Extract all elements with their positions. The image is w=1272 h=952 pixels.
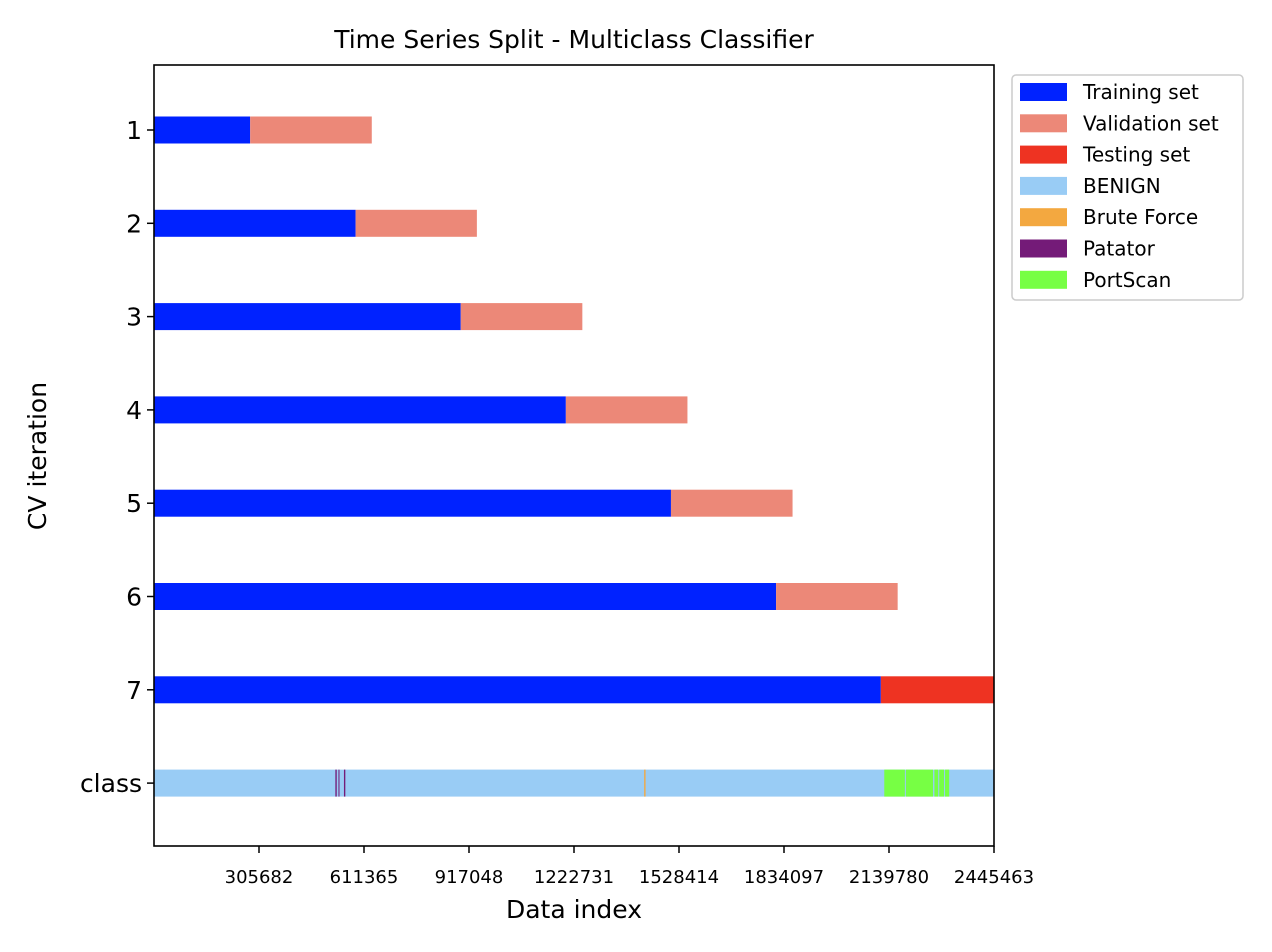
bar-segment-4-training-set-0 bbox=[154, 396, 566, 424]
ytick-label-7: 7 bbox=[126, 676, 142, 705]
legend-swatch-testing-set bbox=[1020, 145, 1067, 164]
legend-swatch-brute-force bbox=[1020, 208, 1067, 227]
bar-segment-7-training-set-0 bbox=[154, 676, 881, 704]
bar-segment-class-patator-3 bbox=[343, 769, 346, 797]
bar-segment-class-portscan-8 bbox=[939, 769, 945, 797]
xtick-label-5: 1834097 bbox=[744, 867, 824, 888]
legend-label-patator: Patator bbox=[1083, 237, 1156, 261]
bar-segment-6-validation-set-1 bbox=[776, 583, 898, 610]
legend-label-benign: BENIGN bbox=[1083, 174, 1161, 198]
ytick-label-5: 5 bbox=[126, 489, 142, 518]
ytick-label-2: 2 bbox=[126, 209, 142, 238]
chart-title: Time Series Split - Multiclass Classifie… bbox=[333, 25, 814, 54]
xtick-label-1: 611365 bbox=[330, 867, 399, 888]
legend-label-testing-set: Testing set bbox=[1082, 143, 1190, 167]
legend-swatch-validation-set bbox=[1020, 114, 1067, 133]
bar-segment-class-portscan-5 bbox=[884, 769, 905, 797]
legend-label-training-set: Training set bbox=[1082, 80, 1199, 104]
bar-segment-5-validation-set-1 bbox=[670, 489, 793, 517]
ytick-label-class: class bbox=[80, 769, 142, 798]
xtick-label-3: 1222731 bbox=[534, 867, 614, 888]
bar-segment-3-training-set-0 bbox=[154, 303, 461, 331]
legend-frame bbox=[1011, 74, 1244, 301]
y-axis-label: CV iteration bbox=[23, 382, 52, 530]
plot-frame bbox=[153, 64, 995, 847]
xtick-label-4: 1528414 bbox=[639, 867, 719, 888]
bar-segment-7-testing-set-1 bbox=[880, 676, 994, 704]
bar-segment-2-validation-set-1 bbox=[355, 209, 477, 237]
legend-swatch-portscan bbox=[1020, 270, 1067, 289]
bar-segment-4-validation-set-1 bbox=[565, 396, 688, 424]
ytick-label-4: 4 bbox=[126, 396, 142, 425]
legend-items: Training set Validation set Testing set BEN… bbox=[1020, 80, 1219, 292]
ytick-label-3: 3 bbox=[126, 303, 142, 332]
bar-segment-class-patator-2 bbox=[338, 769, 340, 797]
bar-segment-class-patator-1 bbox=[335, 769, 337, 797]
ytick-label-1: 1 bbox=[126, 116, 142, 145]
y-ticks: 1 2 3 4 5 6 7 class bbox=[80, 116, 154, 798]
bar-segment-class-benign-0 bbox=[154, 769, 994, 797]
xtick-label-7: 2445463 bbox=[954, 867, 1034, 888]
xtick-label-2: 917048 bbox=[435, 867, 504, 888]
legend-swatch-patator bbox=[1020, 239, 1067, 258]
ytick-label-6: 6 bbox=[126, 583, 142, 612]
xtick-label-6: 2139780 bbox=[849, 867, 929, 888]
xtick-label-0: 305682 bbox=[225, 867, 294, 888]
legend-label-portscan: PortScan bbox=[1083, 268, 1171, 292]
x-axis-label: Data index bbox=[506, 895, 642, 924]
bar-segment-1-training-set-0 bbox=[154, 116, 251, 144]
legend-label-brute-force: Brute Force bbox=[1083, 205, 1198, 229]
legend-label-validation-set: Validation set bbox=[1083, 111, 1219, 135]
bar-segment-6-training-set-0 bbox=[154, 583, 777, 610]
bar-segment-3-validation-set-1 bbox=[460, 303, 583, 331]
bar-segment-5-training-set-0 bbox=[154, 489, 671, 517]
legend-swatch-training-set bbox=[1020, 83, 1067, 101]
bar-segment-class-portscan-9 bbox=[945, 769, 950, 797]
legend: Training set Validation set Testing set BEN… bbox=[1011, 74, 1244, 301]
bar-segment-1-validation-set-1 bbox=[250, 116, 372, 144]
legend-swatch-benign bbox=[1020, 176, 1067, 195]
bar-segment-class-portscan-6 bbox=[905, 769, 934, 797]
bar-segment-class-portscan-7 bbox=[934, 769, 939, 797]
x-ticks: 305682 611365 917048 1222731 1528414 1834097 2… bbox=[225, 846, 1034, 888]
bar-segment-2-training-set-0 bbox=[154, 209, 356, 237]
bar-segment-class-brute-force-4 bbox=[644, 769, 646, 797]
bars-layer bbox=[154, 116, 994, 797]
